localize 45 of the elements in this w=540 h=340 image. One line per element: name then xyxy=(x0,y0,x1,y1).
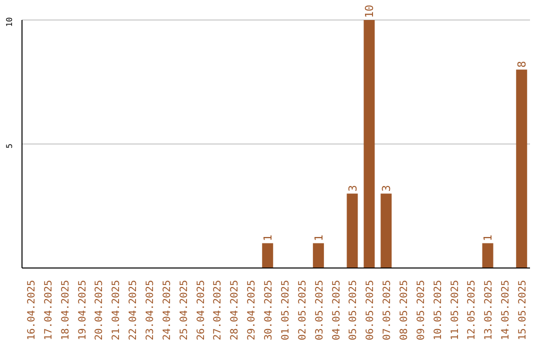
data-label: 1 xyxy=(262,234,275,242)
x-tick-label: 25.04.2025 xyxy=(178,280,190,340)
x-tick-label: 08.05.2025 xyxy=(399,280,410,340)
x-tick-label: 14.05.2025 xyxy=(500,280,512,340)
x-tick-label: 15.05.2025 xyxy=(518,280,529,340)
x-tick-label: 10.05.2025 xyxy=(432,280,444,340)
x-tick-label: 18.04.2025 xyxy=(60,280,72,340)
x-tick-label: 06.05.2025 xyxy=(365,280,376,340)
x-tick-label: 11.05.2025 xyxy=(450,280,461,340)
x-tick-label: 16.04.2025 xyxy=(26,280,38,340)
data-label: 10 xyxy=(363,4,376,18)
x-tick-label: 26.04.2025 xyxy=(196,280,207,340)
x-tick-label: 05.05.2025 xyxy=(348,280,360,340)
x-tick-label: 21.04.2025 xyxy=(111,280,122,340)
x-tick-label: 24.04.2025 xyxy=(162,280,173,340)
x-tick-label: 04.05.2025 xyxy=(331,280,342,340)
x-tick-label: 22.04.2025 xyxy=(128,280,140,340)
x-tick-label: 28.04.2025 xyxy=(230,280,241,340)
data-label: 3 xyxy=(380,184,394,192)
x-tick-label: 23.04.2025 xyxy=(145,280,156,340)
y-tick-label: 5 xyxy=(5,143,14,148)
bar xyxy=(482,243,494,268)
data-label: 8 xyxy=(516,60,529,68)
x-tick-label: 01.05.2025 xyxy=(280,280,292,340)
x-tick-label: 27.04.2025 xyxy=(212,280,224,340)
x-tick-label: 29.04.2025 xyxy=(246,280,258,340)
data-label: 3 xyxy=(346,184,360,192)
x-tick-label: 12.05.2025 xyxy=(466,280,478,340)
x-tick-label: 17.04.2025 xyxy=(43,280,54,340)
bar xyxy=(380,194,392,268)
data-label: 1 xyxy=(482,234,495,242)
x-tick-label: 07.05.2025 xyxy=(382,280,394,340)
data-label: 1 xyxy=(312,234,326,242)
x-tick-label: 13.05.2025 xyxy=(484,280,495,340)
bar xyxy=(516,70,528,268)
x-tick-label: 03.05.2025 xyxy=(314,280,326,340)
x-tick-label: 02.05.2025 xyxy=(297,280,308,340)
x-tick-label: 20.04.2025 xyxy=(94,280,106,340)
x-tick-label: 30.04.2025 xyxy=(264,280,275,340)
bar xyxy=(312,243,324,268)
bar xyxy=(346,194,358,268)
bar xyxy=(262,243,274,268)
bar xyxy=(364,20,375,268)
x-tick-label: 19.04.2025 xyxy=(77,280,88,340)
x-tick-label: 09.05.2025 xyxy=(416,280,427,340)
